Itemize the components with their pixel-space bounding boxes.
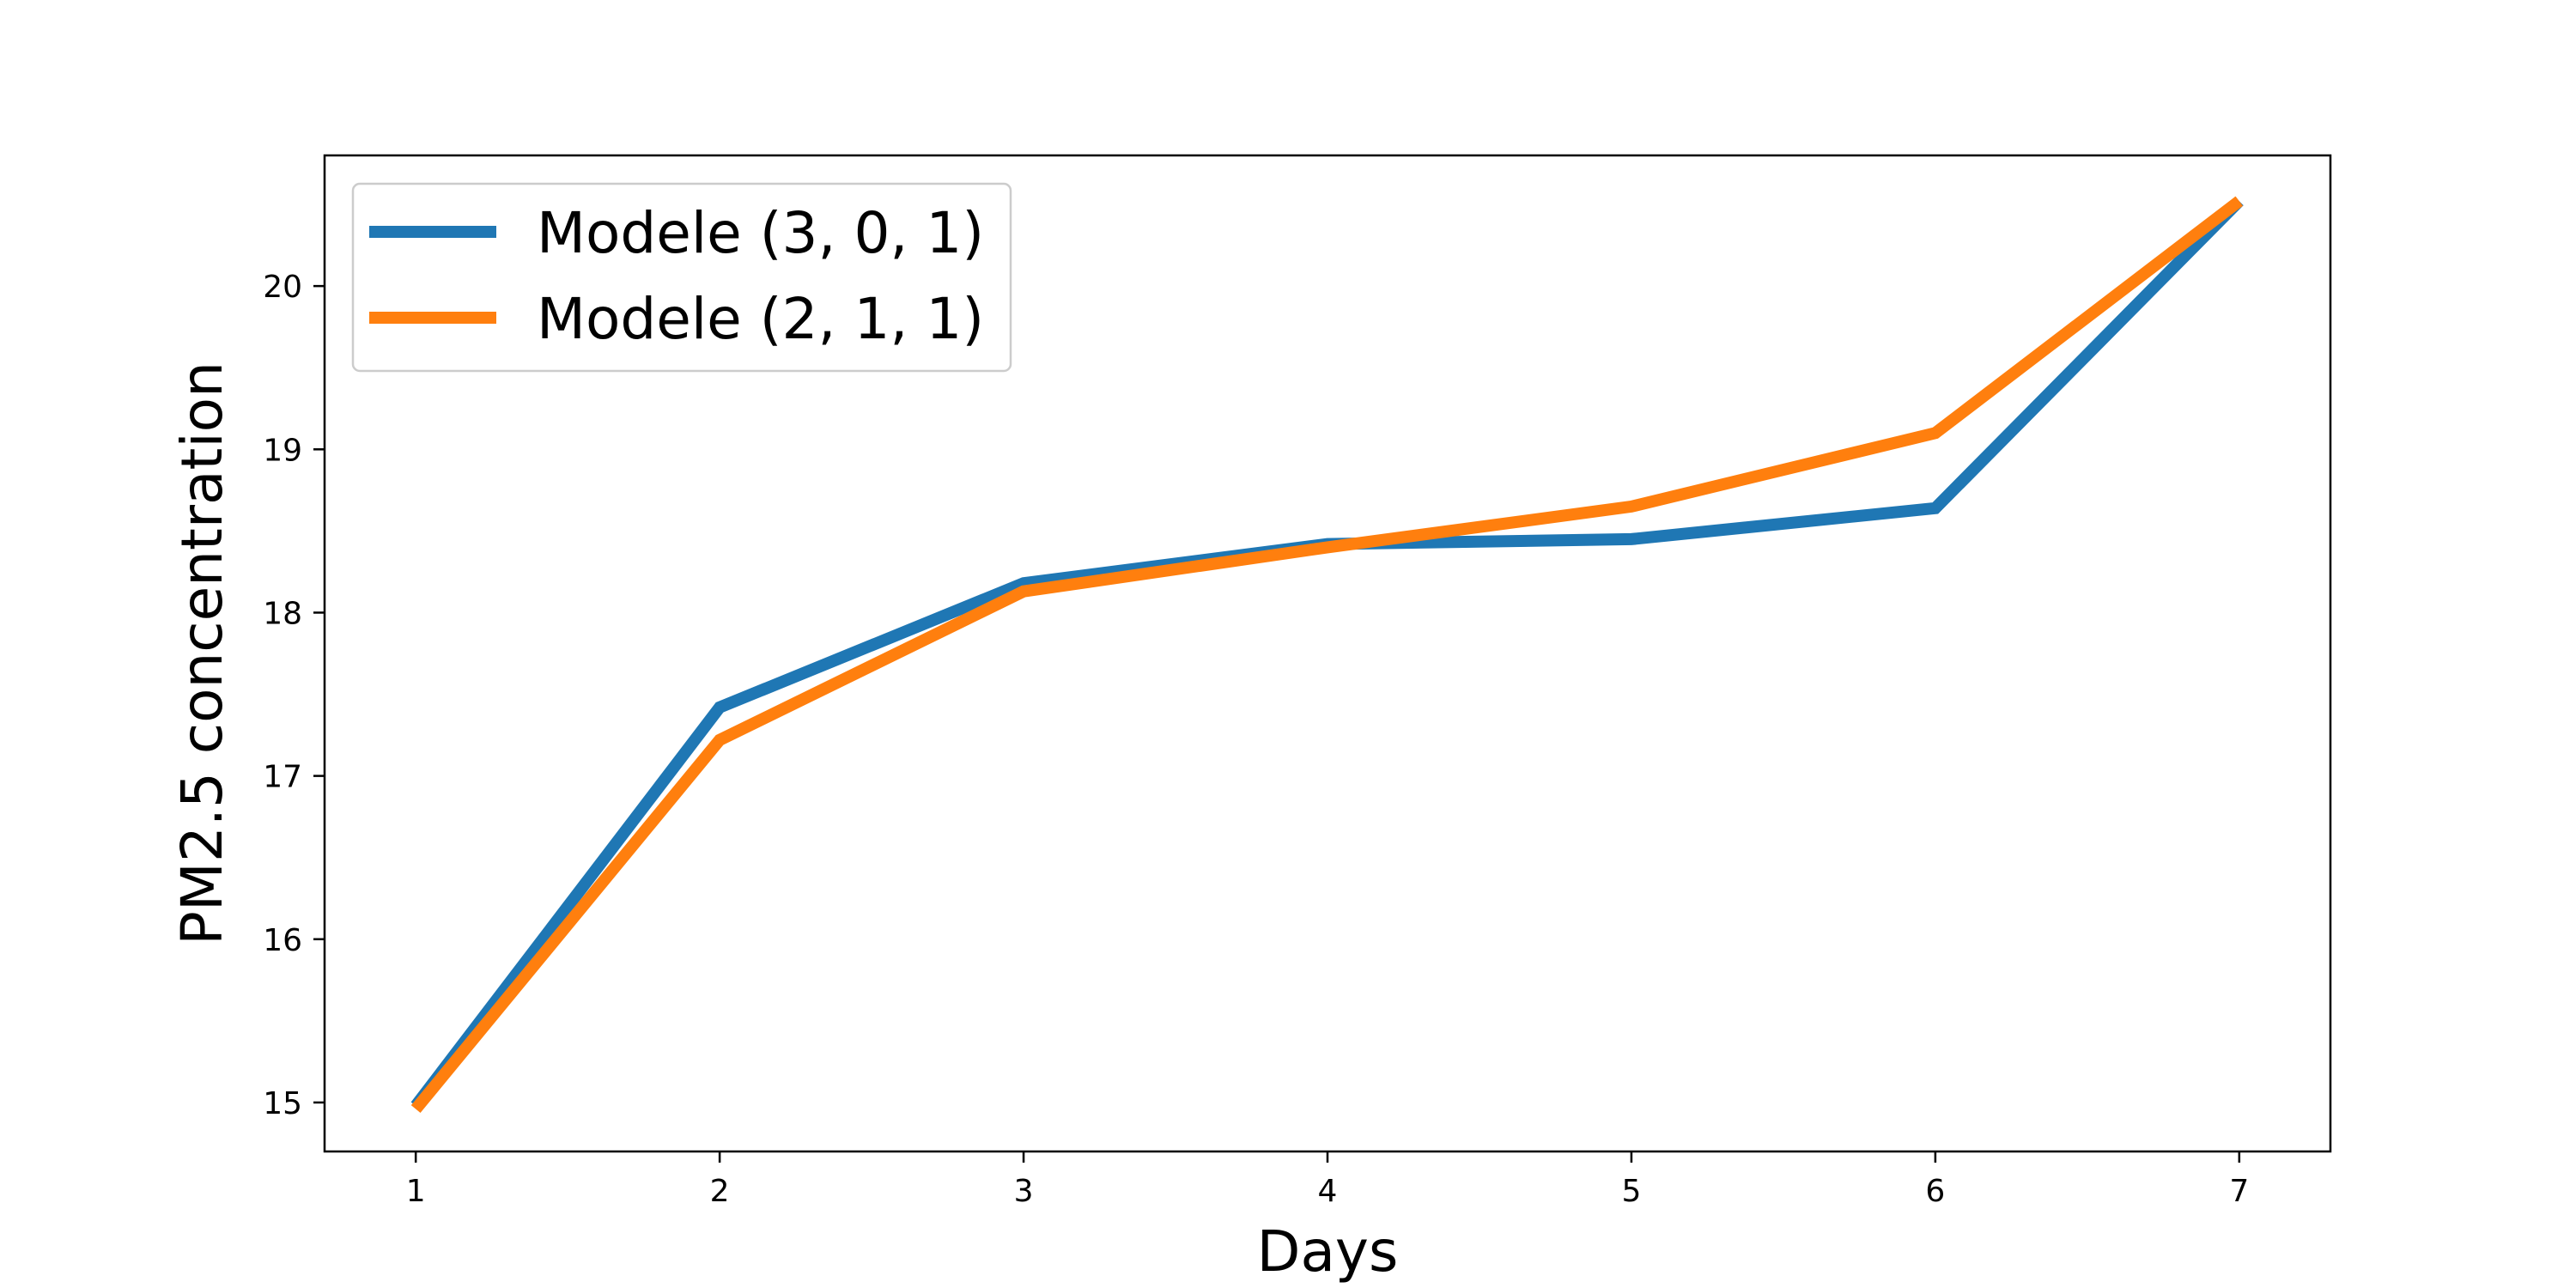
x-axis: 1 2 3 4 5 6 7 bbox=[406, 1151, 2249, 1209]
y-axis-title: PM2.5 concentration bbox=[169, 361, 235, 945]
legend-box bbox=[351, 182, 1012, 373]
x-tick-label: 7 bbox=[2229, 1174, 2249, 1209]
y-tick-label: 20 bbox=[263, 270, 302, 305]
legend-label-2: Modele (2, 1, 1) bbox=[537, 286, 984, 352]
x-tick-label: 3 bbox=[1014, 1174, 1034, 1209]
legend-label-1: Modele (3, 0, 1) bbox=[537, 200, 984, 266]
y-tick-label: 18 bbox=[263, 596, 302, 631]
y-axis: 15 16 17 18 19 20 bbox=[263, 270, 325, 1121]
legend: Modele (3, 0, 1) Modele (2, 1, 1) bbox=[351, 182, 1012, 373]
x-tick-label: 2 bbox=[710, 1174, 730, 1209]
y-tick-label: 16 bbox=[263, 923, 302, 958]
x-axis-title: Days bbox=[1257, 1218, 1399, 1285]
x-tick-label: 6 bbox=[1925, 1174, 1945, 1209]
x-tick-label: 1 bbox=[406, 1174, 426, 1209]
series-line-2 bbox=[410, 196, 2244, 1114]
series-layer bbox=[410, 196, 2244, 1114]
x-tick-label: 5 bbox=[1621, 1174, 1641, 1209]
y-tick-label: 15 bbox=[263, 1086, 302, 1121]
x-tick-label: 4 bbox=[1318, 1174, 1338, 1209]
y-tick-label: 17 bbox=[263, 760, 302, 795]
y-tick-label: 19 bbox=[263, 433, 302, 468]
